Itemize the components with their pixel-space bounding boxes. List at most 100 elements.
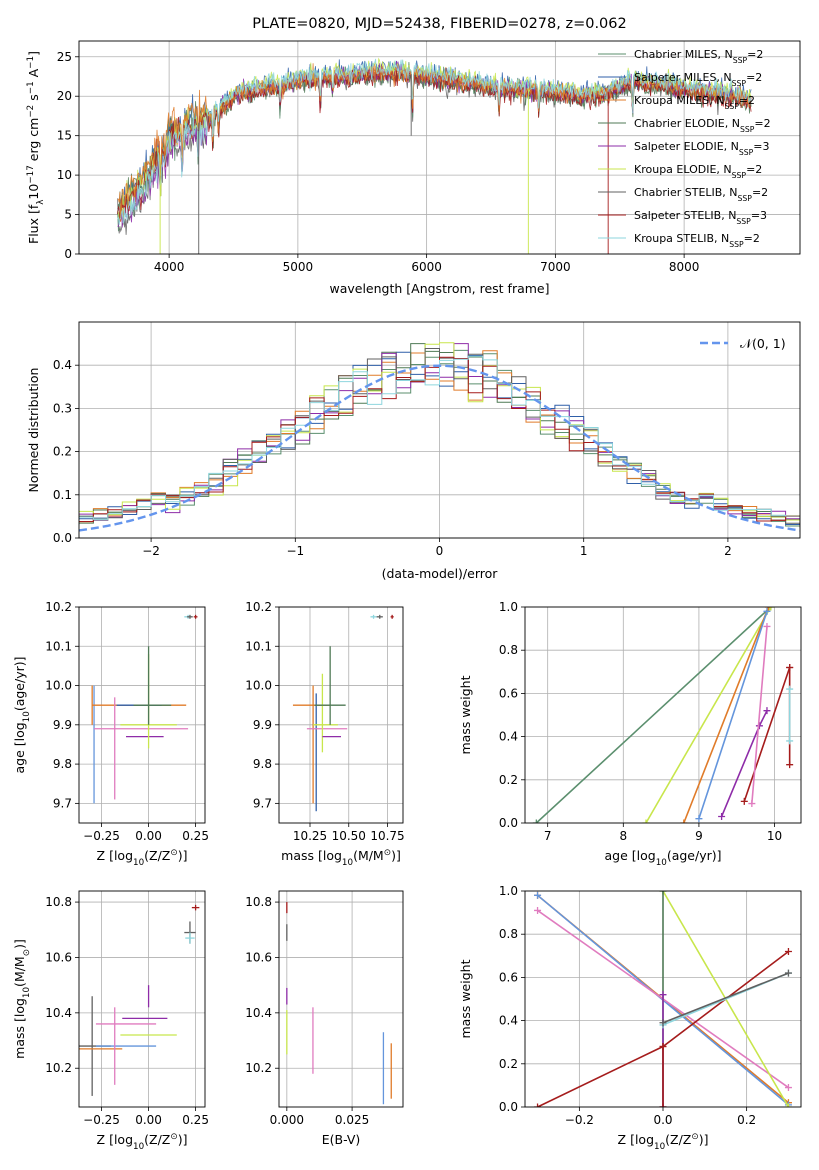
weight-vs-metallicity: −0.2 0.0 0.2 0.0 0.2 0.4 0.6 0.8 1.0 [499,884,802,1127]
point-marker [784,1103,792,1107]
point-marker [659,991,667,999]
age-vs-mass: 10.25 10.50 10.75 9.7 9.8 9.9 10.0 10.1 10.2 [245,600,404,843]
axes-frame [524,606,802,824]
axes-frame [78,890,206,1108]
data-point [185,932,195,944]
x-axis-label: Z [log10(Z/Z⊙)] [618,1132,709,1152]
point-marker [786,761,794,769]
y-tick-label: 10.0 [45,679,72,693]
point-marker [740,797,748,805]
legend-label: Kroupa MILES, NSSP=2 [634,94,755,111]
legend-label: Salpeter STELIB, NSSP=3 [634,209,767,226]
y-axis-label: age [log10(age/yr)] [12,656,32,773]
y-tick-label: 0.2 [499,1057,518,1071]
x-tick-label: 0.00 [135,1113,162,1127]
spectrum-line [117,58,752,225]
point-marker [763,707,771,715]
y-tick-label: 10.2 [45,1061,72,1075]
plot-area [79,342,800,532]
spectrum-chart: 4000 5000 6000 7000 8000 0 5 10 15 20 25 [57,40,801,274]
x-axis-label: Z [log10(Z/Z⊙)] [97,848,188,868]
series-line [751,626,768,804]
y-tick-label: 10.4 [45,1006,72,1020]
data-point [370,614,377,619]
y-tick-label: 0.0 [499,1100,518,1114]
series-line [662,972,789,1024]
data-point [191,904,200,911]
x-axis-label: wavelength [Angstrom, rest frame] [329,281,549,296]
point-marker [764,607,772,611]
x-tick-label: 2 [724,544,732,558]
y-tick-label: 9.8 [53,757,72,771]
legend-label: Chabrier MILES, NSSP=2 [634,48,763,65]
plot-area [91,614,198,804]
axes-frame [78,606,206,824]
x-axis-label: age [log10(age/yr)] [604,848,721,868]
series-line [683,607,770,823]
y-tick-label: 0.8 [499,927,518,941]
x-tick-label: 0 [436,544,444,558]
y-axis-label: mass weight [458,959,473,1038]
histogram-series [79,343,800,521]
x-axis-label: (data-model)/error [382,566,499,581]
y-tick-label: 0.4 [499,730,518,744]
y-tick-label: 10.1 [45,639,72,653]
plot-area [286,902,392,1105]
point-marker [659,891,667,895]
x-tick-label: 0.025 [335,1113,369,1127]
data-point [187,614,193,619]
plot-area [534,891,792,1107]
point-marker [659,1103,667,1107]
y-tick-label: 10.2 [245,1061,272,1075]
y-tick-label: 0.8 [499,643,518,657]
point-marker [534,906,542,914]
data-point [193,614,198,619]
legend: 𝒩(0, 1) [700,336,786,351]
mass-vs-metallicity: −0.25 0.00 0.25 10.2 10.4 10.6 10.8 [45,890,209,1127]
point-marker [786,685,794,693]
x-tick-label: −0.25 [83,829,120,843]
y-tick-label: 10.6 [45,950,72,964]
y-tick-label: 1.0 [499,884,518,898]
x-tick-label: 7 [544,829,552,843]
x-tick-label: −2 [142,544,160,558]
gaussian-reference [79,364,800,532]
x-tick-label: −0.25 [83,1113,120,1127]
y-tick-label: 10.8 [45,895,72,909]
y-tick-label: 10.1 [245,639,272,653]
x-tick-label: 8000 [669,260,700,274]
y-tick-label: 1.0 [499,600,518,614]
series-line [645,607,772,823]
legend-label: Salpeter ELODIE, NSSP=3 [634,140,770,157]
plot-area [117,57,752,254]
mass-vs-ebv: 0.000 0.025 10.2 10.4 10.6 10.8 [245,890,404,1127]
x-tick-label: 0.2 [737,1113,756,1127]
y-tick-label: 0.2 [499,773,518,787]
plot-area [292,614,394,812]
age-vs-metallicity: −0.25 0.00 0.25 9.7 9.8 9.9 10.0 10.1 10.2 [45,600,209,843]
y-tick-label: 0.3 [53,401,72,415]
point-marker [767,607,775,611]
y-tick-label: 10 [57,168,72,182]
point-marker [695,815,703,823]
x-axis-label: E(B-V) [322,1132,361,1147]
axes-frame [278,606,404,824]
x-tick-label: 0.25 [182,829,209,843]
x-tick-label: 6000 [411,260,442,274]
y-tick-label: 5 [64,208,72,222]
spectrum-line [117,67,752,222]
point-marker [784,1084,792,1092]
histogram-series [79,355,800,522]
y-tick-label: 9.7 [253,796,272,810]
legend-label: Salpeter MILES, NSSP=2 [634,71,762,88]
y-axis-label: Normed distribution [26,368,41,493]
x-tick-label: 0.000 [270,1113,304,1127]
axes-frame [78,40,801,255]
data-point [390,614,394,619]
y-tick-label: 9.7 [53,796,72,810]
x-tick-label: 10.50 [332,829,366,843]
series-line [535,607,772,823]
x-tick-label: −1 [286,544,304,558]
x-tick-label: 0.0 [653,1113,672,1127]
point-marker [763,607,771,615]
